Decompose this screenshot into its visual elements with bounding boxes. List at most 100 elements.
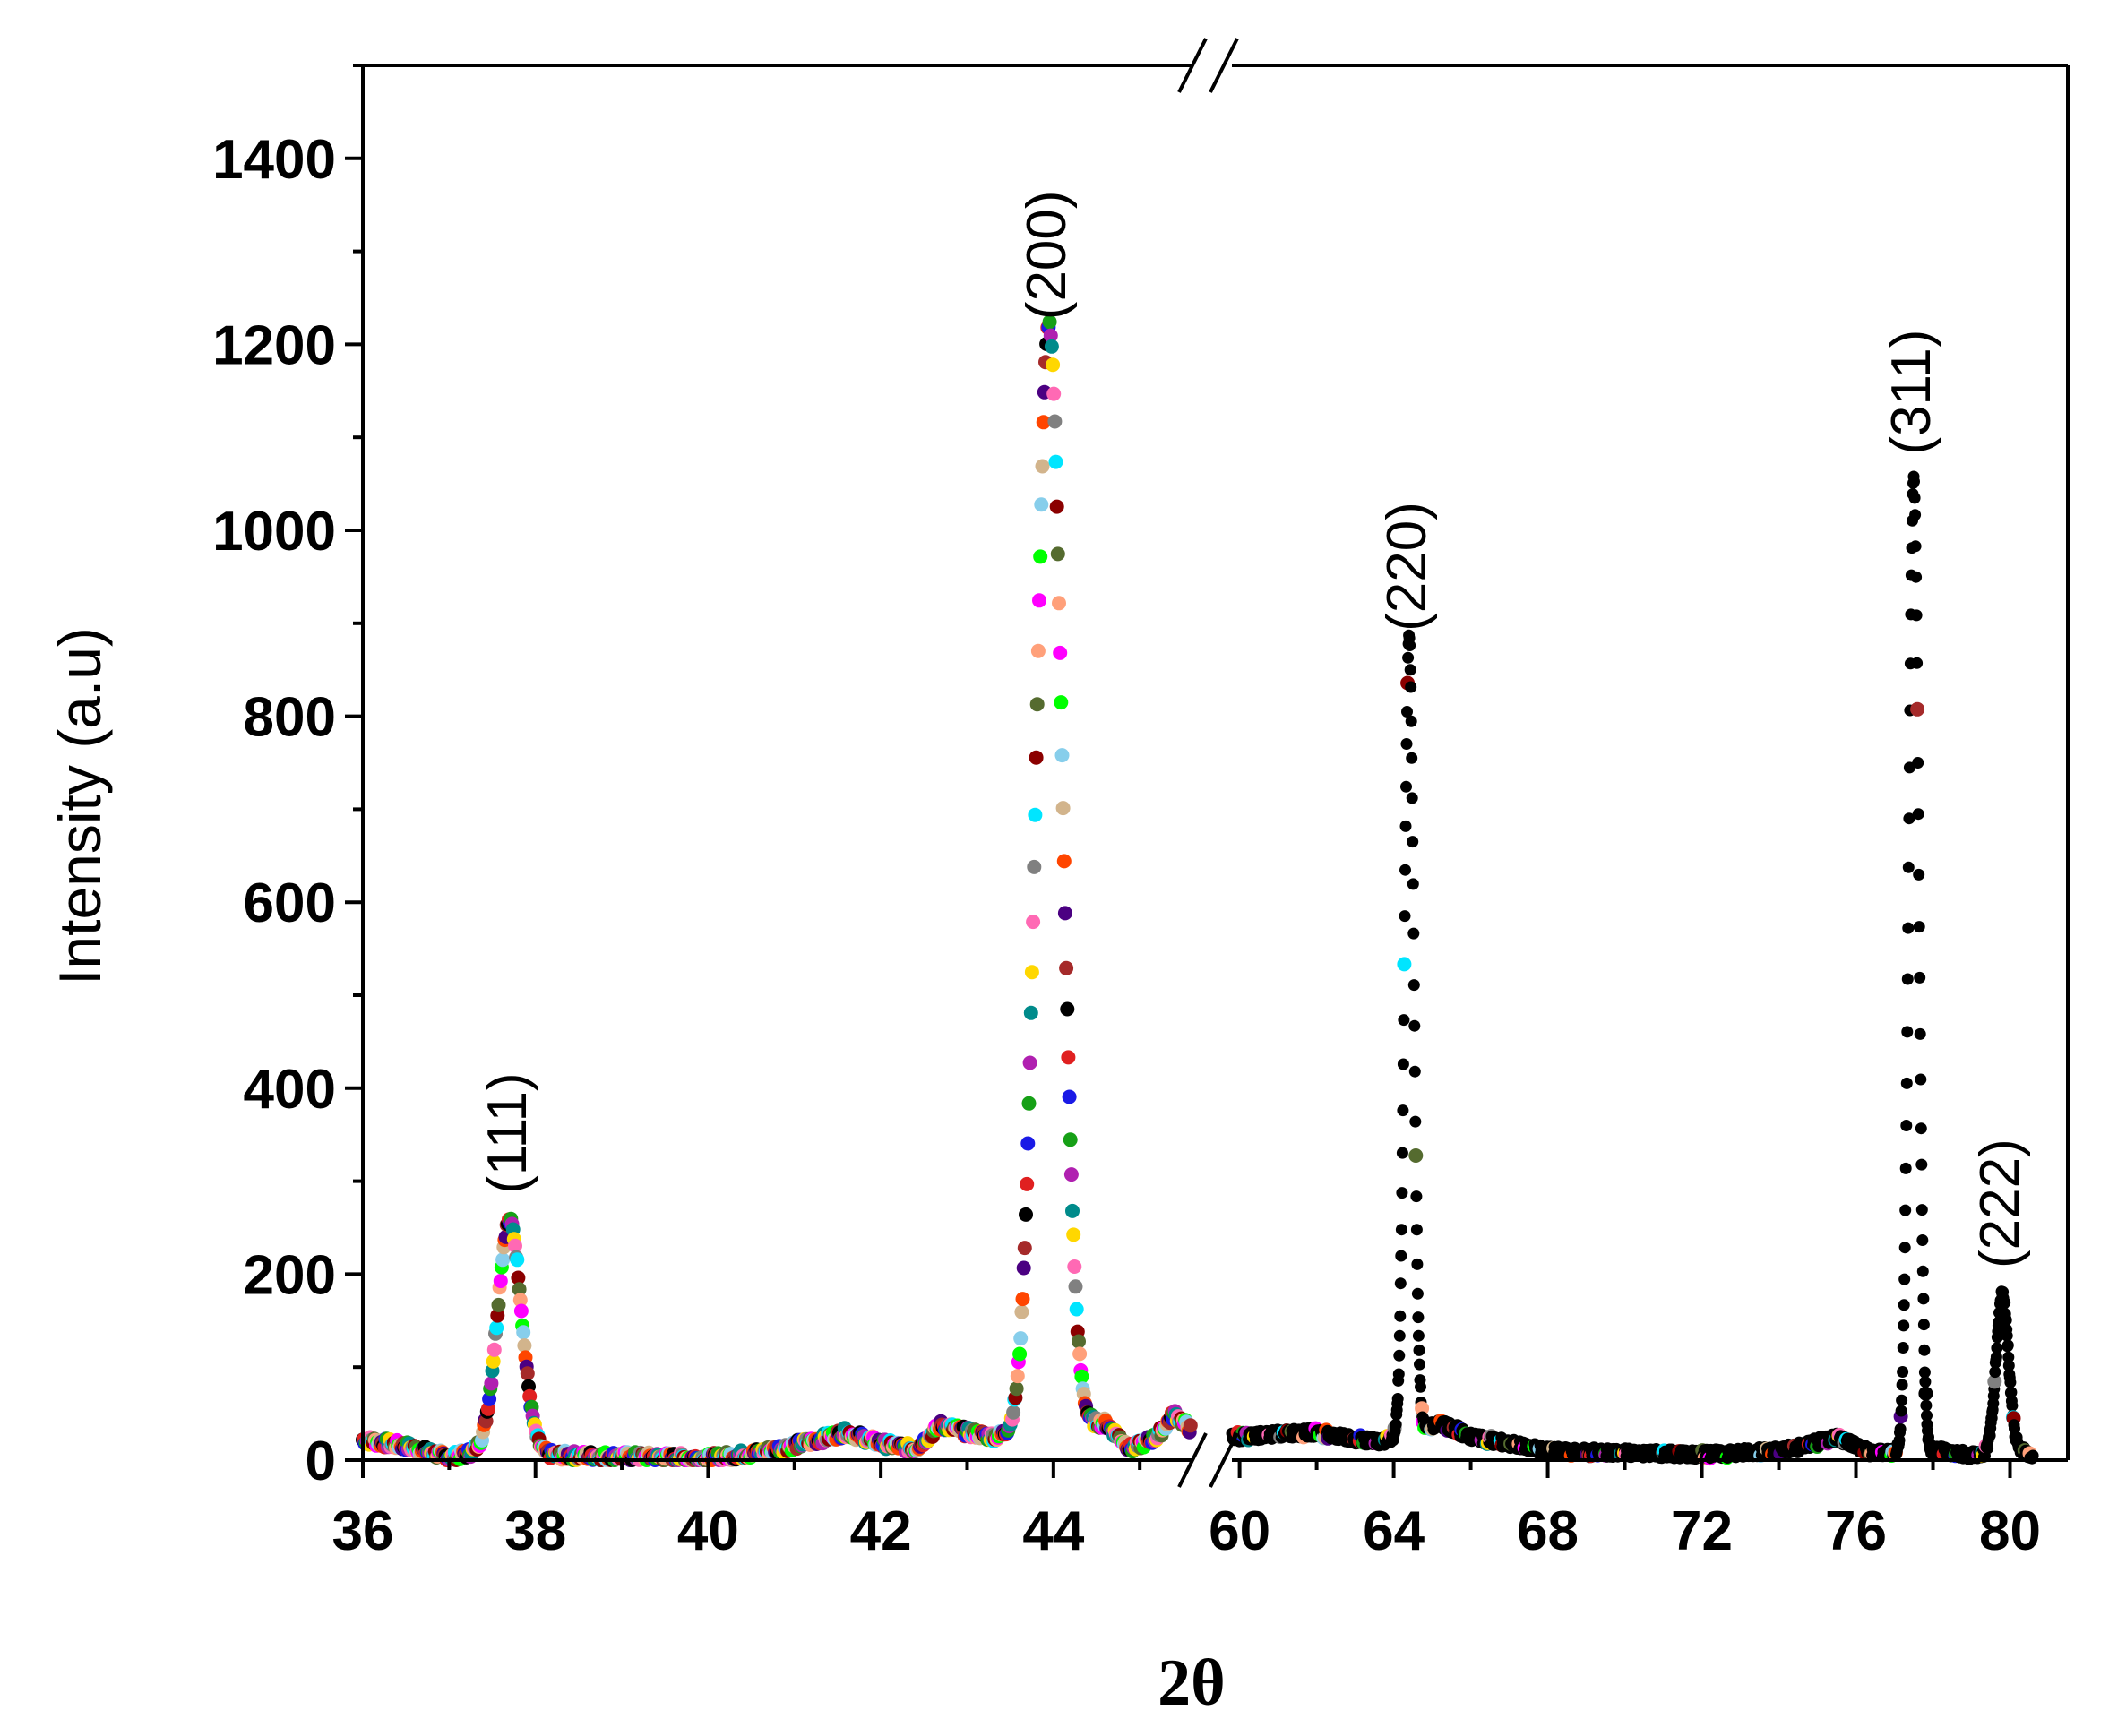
data-point — [1999, 1296, 2011, 1309]
data-point — [1901, 1026, 1914, 1038]
data-point — [1069, 1302, 1084, 1317]
data-point — [1033, 549, 1048, 564]
data-point — [1915, 1073, 1927, 1086]
x-tick-label: 76 — [1825, 1500, 1887, 1562]
peak-label: (200) — [1016, 190, 1078, 320]
axis-break-slash — [1209, 38, 1239, 93]
data-point — [1401, 706, 1413, 718]
data-point — [1397, 957, 1412, 972]
peak-label: (311) — [1881, 330, 1942, 455]
data-point — [1411, 1258, 1424, 1270]
data-point — [513, 1303, 529, 1319]
data-point — [1911, 657, 1924, 669]
data-point — [1047, 414, 1063, 429]
data-point — [1028, 807, 1043, 822]
data-point — [490, 1308, 505, 1323]
x-tick-label: 36 — [332, 1500, 394, 1562]
data-point — [508, 1238, 522, 1253]
data-point — [1059, 960, 1074, 975]
data-point — [1407, 878, 1419, 890]
data-point — [495, 1252, 511, 1268]
data-point — [1414, 1358, 1425, 1371]
data-point — [486, 1342, 502, 1357]
data-point — [1408, 1065, 1421, 1078]
data-point — [1912, 808, 1924, 821]
data-point — [489, 1320, 504, 1336]
y-tick-label: 600 — [244, 872, 336, 934]
x-tick-label: 68 — [1517, 1500, 1579, 1562]
data-point — [1397, 1104, 1409, 1117]
data-point — [493, 1274, 508, 1288]
y-tick-label: 0 — [306, 1431, 336, 1492]
data-point — [1048, 454, 1063, 469]
data-point — [1910, 609, 1923, 622]
data-point — [1006, 1405, 1021, 1420]
data-point — [1043, 328, 1058, 343]
data-point — [1021, 1096, 1037, 1111]
data-point — [1390, 1418, 1402, 1431]
data-point — [1990, 1351, 2002, 1363]
x-tick-label: 64 — [1363, 1500, 1425, 1562]
data-point — [1183, 1418, 1198, 1433]
data-point — [1049, 499, 1064, 514]
data-point — [1014, 1304, 1029, 1319]
data-point — [1034, 497, 1049, 512]
data-point — [1395, 1250, 1407, 1262]
data-point — [1061, 1050, 1076, 1065]
data-point — [482, 1391, 497, 1406]
data-point — [1395, 1224, 1407, 1236]
data-point — [1910, 571, 1923, 583]
data-point — [1063, 1167, 1079, 1182]
peak-label: (222) — [1969, 1139, 2031, 1268]
data-point — [1915, 1204, 1928, 1216]
data-point — [1415, 1380, 1426, 1393]
data-point — [1918, 1344, 1931, 1356]
data-point — [522, 1388, 538, 1404]
data-point — [1072, 1346, 1088, 1362]
data-point — [1067, 1259, 1082, 1274]
data-point — [2004, 1376, 2017, 1388]
data-point — [1899, 1162, 1912, 1174]
data-point — [1410, 1190, 1423, 1203]
data-point — [1052, 596, 1066, 611]
data-point — [1898, 1242, 1911, 1254]
data-point — [1917, 1293, 1930, 1305]
data-point — [1896, 1379, 1908, 1391]
data-point — [1898, 1273, 1911, 1285]
data-point — [1910, 701, 1925, 717]
data-point — [1987, 1374, 2002, 1389]
data-point — [1920, 1399, 1933, 1412]
data-point — [1413, 1344, 1425, 1356]
data-point — [1074, 1369, 1089, 1384]
data-point — [1027, 859, 1042, 874]
data-point — [1029, 750, 1044, 765]
data-point — [1024, 965, 1039, 980]
data-point — [2005, 1386, 2018, 1398]
axis-break-slash — [1177, 38, 1208, 93]
data-point — [1016, 1260, 1031, 1276]
axis-break-slash — [1209, 1432, 1239, 1488]
data-point — [1400, 780, 1412, 793]
data-point — [1030, 643, 1046, 658]
data-point — [1407, 927, 1420, 940]
y-tick-label: 200 — [244, 1244, 336, 1306]
peak-label: (220) — [1376, 502, 1438, 632]
y-tick-label: 1400 — [212, 129, 336, 191]
data-point — [1917, 1319, 1930, 1331]
data-point — [512, 1282, 527, 1297]
data-points — [356, 314, 2039, 1467]
data-point — [1396, 1187, 1408, 1199]
data-point — [1044, 339, 1059, 354]
data-point — [1916, 1265, 1929, 1277]
data-point — [1399, 864, 1411, 876]
data-point — [1391, 1393, 1404, 1405]
data-point — [486, 1354, 501, 1369]
data-point — [1035, 459, 1050, 474]
data-point — [1062, 1089, 1077, 1104]
data-point — [1908, 492, 1921, 504]
data-point — [1898, 1299, 1910, 1311]
data-point — [1901, 973, 1914, 985]
data-point — [1009, 1381, 1024, 1397]
data-point — [1394, 1310, 1407, 1322]
